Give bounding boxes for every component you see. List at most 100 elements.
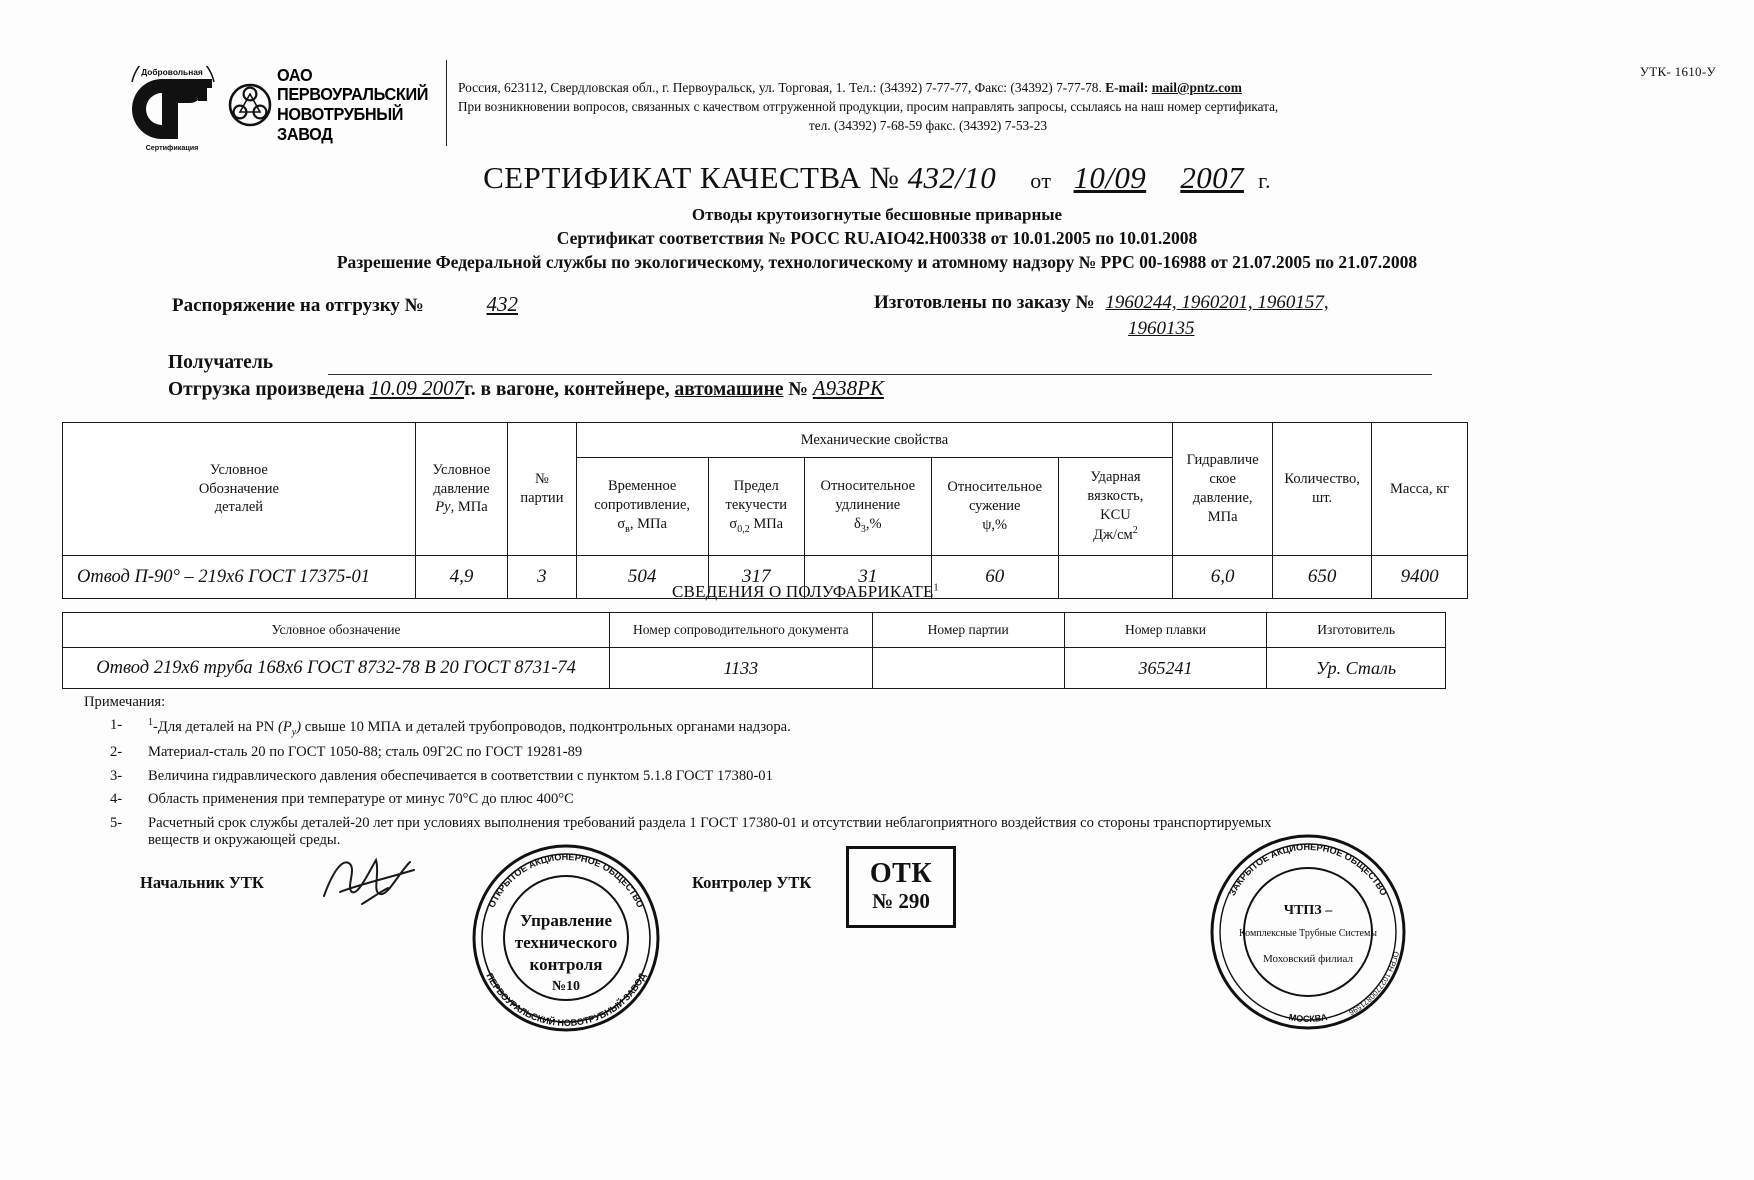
address-line-2: При возникновении вопросов, связанных с … xyxy=(458,99,1279,115)
shipment-vehicle-label: автомашине xyxy=(674,379,784,400)
note-5-line2: веществ и окружающей среды. xyxy=(148,832,341,849)
chtpz-stamp-ring-top: ЗАКРЫТОЕ АКЦИОНЕРНОЕ ОБЩЕСТВО xyxy=(1227,842,1389,897)
th-impact-l4: Дж/см2 xyxy=(1062,524,1170,545)
th-hydraulic-pressure: Гидравличе ское давление, МПа xyxy=(1172,422,1274,556)
th-hydro-l2: ское xyxy=(1209,471,1236,488)
main-table-body: Отвод П-90° – 219х6 ГОСТ 17375-01 4,9 3 … xyxy=(62,555,1468,599)
product-subtitle: Отводы крутоизогнутые бесшовные приварны… xyxy=(691,205,1063,224)
th-yield-l2: текучести xyxy=(725,497,787,514)
head-utk-label: Начальник УТК xyxy=(140,873,264,892)
note-1-part-b: свыше 10 МПА и деталей трубопроводов, по… xyxy=(301,718,791,735)
cell-reduction: 60 xyxy=(930,555,1059,599)
th-designation-l3: деталей xyxy=(214,499,264,516)
th-psi-symbol: ψ xyxy=(982,516,992,533)
th-elong-l3: δ3,% xyxy=(808,515,928,536)
table-row: Отвод 219х6 труба 168х6 ГОСТ 8732-78 В 2… xyxy=(61,647,1446,689)
th-yield-unit: МПа xyxy=(749,515,784,532)
th-impact-l1: Ударная xyxy=(1090,468,1141,485)
federal-permit-line: Разрешение Федеральной службы по экологи… xyxy=(336,252,1418,272)
th-elong-l1: Относительное xyxy=(820,478,916,495)
cell-hydraulic-pressure: 6,0 xyxy=(1172,555,1274,599)
th-semi-batch-number: Номер партии xyxy=(871,612,1065,648)
cell-yield-strength: 317 xyxy=(707,555,805,599)
note-text-3: Величина гидравлического давления обеспе… xyxy=(148,767,773,784)
shipment-no-symbol: № xyxy=(788,379,808,400)
th-yield-strength: Предел текучести σ0,2 МПа xyxy=(707,457,805,556)
semifinished-title-footnote: 1 xyxy=(933,582,939,594)
list-item: 5- Расчетный срок службы деталей-20 лет … xyxy=(84,815,1484,850)
semi-table-header-row: Условное обозначение Номер сопроводитель… xyxy=(61,612,1446,648)
manufactured-order-label: Изготовлены по заказу № xyxy=(874,292,1095,313)
utk-stamp-ring-top: ОТКРЫТОЕ АКЦИОНЕРНОЕ ОБЩЕСТВО xyxy=(487,852,646,909)
list-item: 2- Материал-сталь 20 по ГОСТ 1050-88; ст… xyxy=(84,744,1484,762)
th-pressure-unit: , МПа xyxy=(450,499,488,516)
th-tensile-l3: σв, МПа xyxy=(580,515,705,536)
semifinished-product-table: Условное обозначение Номер сопроводитель… xyxy=(61,612,1446,689)
th-impact-unit: Дж/см xyxy=(1093,527,1133,544)
certificate-title-row: СЕРТИФИКАТ КАЧЕСТВА № 432/10 от 10/09 20… xyxy=(0,160,1754,196)
th-semi-doc-number: Номер сопроводительного документа xyxy=(609,612,873,648)
certificate-date: 10/09 xyxy=(1073,160,1147,195)
shipment-field: Отгрузка произведена 10.09 2007г. в ваго… xyxy=(168,376,884,401)
shipping-order-label: Распоряжение на отгрузку № xyxy=(172,295,424,316)
chtpz-stamp-line1: ЧТПЗ – xyxy=(1284,903,1333,918)
th-impact-toughness: Ударная вязкость, KCU Дж/см2 xyxy=(1057,457,1174,556)
th-elong-unit: ,% xyxy=(865,515,882,532)
th-nominal-pressure: Условное давление Ру, МПа xyxy=(414,422,509,556)
handwritten-signature xyxy=(318,848,428,912)
chtpz-stamp-line3: Моховский филиал xyxy=(1263,953,1354,965)
list-item: 3- Величина гидравлического давления обе… xyxy=(84,768,1484,786)
pntz-company-logo: ОАО ПЕРВОУРАЛЬСКИЙ НОВОТРУБНЫЙ ЗАВОД xyxy=(228,65,440,143)
utk-stamp-line1: Управление xyxy=(520,911,612,930)
th-reduct-unit: ,% xyxy=(991,516,1008,533)
th-mass: Масса, кг xyxy=(1371,422,1468,556)
th-yield-l3: σ0,2 МПа xyxy=(712,515,801,536)
th-semi-manufacturer: Изготовитель xyxy=(1266,612,1446,648)
th-designation: Условное Обозначение деталей xyxy=(62,422,416,556)
shipment-date: 10.09 2007 xyxy=(369,376,465,400)
note-number-1: 1- xyxy=(110,716,123,733)
th-hydro-l3: давление, xyxy=(1192,490,1253,506)
otk-number: № 290 xyxy=(872,889,930,914)
th-reduct-l3: ψ,% xyxy=(935,516,1055,535)
otk-label: ОТК xyxy=(869,858,933,890)
manufactured-order-value-line2: 1960135 xyxy=(1128,318,1195,339)
certificate-number: 432/10 xyxy=(907,160,997,195)
note-text-1: 1-Для деталей на PN (Ру) свыше 10 МПА и … xyxy=(148,717,1484,739)
th-sigma-symbol: σ xyxy=(617,515,626,532)
main-table-head: Условное Обозначение деталей Условное да… xyxy=(62,422,1468,556)
shipment-plate-number: А938РК xyxy=(812,376,884,400)
th-designation-l2: Обозначение xyxy=(198,480,279,497)
note-text-4: Область применения при температуре от ми… xyxy=(148,791,574,808)
note-5-line1: Расчетный срок службы деталей-20 лет при… xyxy=(148,814,1272,831)
document-header: Добровольная Сертификация ОАО ПЕРВОУРАЛЬ… xyxy=(0,48,1754,152)
receiver-underline xyxy=(328,374,1432,375)
date-prefix: от xyxy=(1030,168,1052,193)
note-number-3: 3- xyxy=(110,767,123,784)
th-semi-heat-number: Номер плавки xyxy=(1063,612,1268,648)
cell-tensile-strength: 504 xyxy=(575,555,709,599)
note-number-2: 2- xyxy=(110,744,123,761)
utk-code: УТК- 1610-У xyxy=(1639,64,1716,79)
shipping-order-value: 432 xyxy=(486,292,519,316)
th-elongation: Относительное удлинение δ3,% xyxy=(803,457,932,556)
th-pressure-l2: давление xyxy=(433,480,490,497)
th-hydro-l1: Гидравличе xyxy=(1186,452,1259,469)
th-tensile-strength: Временное сопротивление, σв, МПа xyxy=(575,457,709,556)
th-reduction-of-area: Относительное сужение ψ,% xyxy=(930,457,1059,556)
email-link[interactable]: mail@pntz.com xyxy=(1151,80,1242,95)
notes-section: Примечания: 1- 1-Для деталей на PN (Ру) … xyxy=(84,694,1484,856)
cell-mass: 9400 xyxy=(1371,555,1468,599)
note-1-p-close: ) xyxy=(296,718,302,735)
certificate-year: 2007 xyxy=(1180,160,1244,195)
cell-elongation: 31 xyxy=(803,555,932,599)
svg-text:Сертификация: Сертификация xyxy=(146,143,199,152)
pntz-emblem-icon xyxy=(228,83,272,127)
cell-batch-number: 3 xyxy=(507,555,577,599)
mechanical-properties-table: Условное Обозначение деталей Условное да… xyxy=(62,422,1468,599)
th-impact-l3: KCU xyxy=(1100,506,1131,523)
th-tensile-l2: сопротивление, xyxy=(594,497,691,514)
chtpz-round-stamp: ЗАКРЫТОЕ АКЦИОНЕРНОЕ ОБЩЕСТВО ОГРН 10277… xyxy=(1200,826,1416,1038)
chtpz-stamp-ring-right: ОГРН 1027700871596 xyxy=(1347,950,1400,1017)
shipping-order-field: Распоряжение на отгрузку № 432 xyxy=(172,292,518,317)
